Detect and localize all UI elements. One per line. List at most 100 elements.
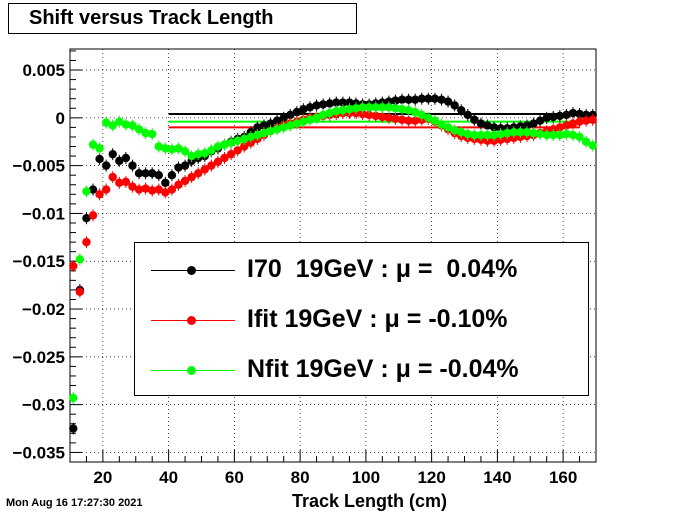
- data-point: [476, 130, 486, 140]
- data-point: [555, 123, 565, 132]
- data-point: [253, 123, 262, 132]
- data-point: [397, 95, 407, 104]
- data-point: [305, 103, 315, 112]
- data-point: [128, 161, 137, 170]
- data-point: [476, 119, 486, 128]
- data-point: [88, 140, 98, 149]
- data-point: [279, 123, 288, 132]
- y-tick-label: 0: [56, 109, 65, 128]
- data-point: [410, 95, 420, 104]
- data-point: [299, 105, 308, 114]
- data-point: [154, 185, 163, 194]
- data-point: [575, 132, 584, 142]
- data-point: [82, 237, 91, 247]
- legend-entry-nfit: Nfit 19GeV : μ = -0.04%: [135, 346, 588, 396]
- data-point: [555, 111, 565, 121]
- data-point: [187, 151, 196, 161]
- data-point: [253, 130, 262, 140]
- data-point: [351, 104, 361, 113]
- data-point: [378, 103, 387, 112]
- x-tick-label: 80: [291, 468, 310, 487]
- legend-label: Nfit 19GeV : μ = -0.04%: [247, 355, 519, 383]
- x-tick-label: 40: [159, 468, 178, 487]
- data-point: [213, 142, 223, 151]
- data-point: [266, 127, 275, 136]
- x-tick-label: 100: [352, 468, 380, 487]
- data-point: [121, 153, 131, 163]
- y-tick-label: −0.03: [22, 396, 65, 415]
- data-point: [134, 169, 144, 178]
- data-point: [69, 261, 78, 271]
- x-tick-label: 60: [225, 468, 244, 487]
- data-point: [312, 101, 321, 110]
- data-point: [516, 127, 525, 137]
- data-point: [325, 99, 334, 108]
- data-point: [200, 165, 209, 174]
- data-point: [95, 144, 104, 153]
- data-point: [489, 130, 499, 140]
- data-point: [134, 185, 144, 194]
- data-point: [371, 111, 380, 121]
- data-point: [378, 112, 387, 122]
- legend-entry-ifit: Ifit 19GeV : μ = -0.10%: [135, 296, 588, 346]
- data-point: [233, 136, 242, 145]
- data-point: [364, 110, 374, 120]
- data-point: [318, 110, 328, 120]
- data-point: [161, 188, 170, 197]
- data-point: [463, 129, 472, 139]
- data-point: [397, 105, 407, 114]
- data-point: [180, 176, 190, 186]
- data-point: [522, 121, 532, 130]
- data-point: [82, 214, 91, 223]
- data-point: [325, 108, 334, 118]
- data-point: [82, 187, 91, 196]
- data-point: [443, 123, 453, 132]
- data-point: [200, 149, 209, 158]
- x-axis-label: Track Length (cm): [292, 491, 448, 511]
- data-point: [128, 182, 137, 191]
- data-point: [272, 116, 282, 125]
- data-point: [404, 105, 413, 115]
- data-point: [154, 170, 163, 180]
- data-point: [345, 98, 354, 107]
- data-point: [167, 170, 177, 180]
- data-point: [430, 116, 440, 125]
- data-point: [568, 108, 578, 118]
- data-point: [384, 103, 394, 112]
- data-point: [430, 94, 440, 103]
- data-point: [134, 125, 144, 134]
- data-point: [147, 129, 157, 139]
- data-point: [503, 128, 512, 138]
- y-tick-label: −0.02: [22, 300, 65, 319]
- data-point: [161, 178, 170, 188]
- data-point: [108, 149, 117, 159]
- data-point: [450, 126, 459, 135]
- data-point: [141, 128, 150, 138]
- data-point: [121, 177, 131, 187]
- data-point: [549, 130, 558, 140]
- data-point: [364, 103, 374, 112]
- data-point: [246, 132, 256, 142]
- data-point: [391, 114, 400, 123]
- data-point: [509, 127, 519, 137]
- data-point: [174, 144, 183, 153]
- data-point: [437, 120, 446, 129]
- data-point: [108, 121, 117, 130]
- data-point: [542, 130, 551, 140]
- data-point: [240, 142, 249, 151]
- data-point: [542, 113, 551, 123]
- chart-title: Shift versus Track Length: [8, 3, 357, 34]
- legend-entry-i70: I70 19GeV : μ = 0.04%: [135, 246, 588, 296]
- data-point: [286, 110, 295, 120]
- data-point: [568, 130, 578, 140]
- data-point: [207, 146, 216, 155]
- data-point: [141, 184, 150, 193]
- data-point: [180, 147, 190, 156]
- data-point: [95, 190, 104, 199]
- data-point: [535, 129, 545, 139]
- data-point: [69, 424, 78, 433]
- y-tick-label: −0.025: [13, 348, 65, 367]
- data-point: [147, 169, 157, 178]
- data-point: [272, 125, 282, 134]
- x-tick-label: 140: [483, 468, 511, 487]
